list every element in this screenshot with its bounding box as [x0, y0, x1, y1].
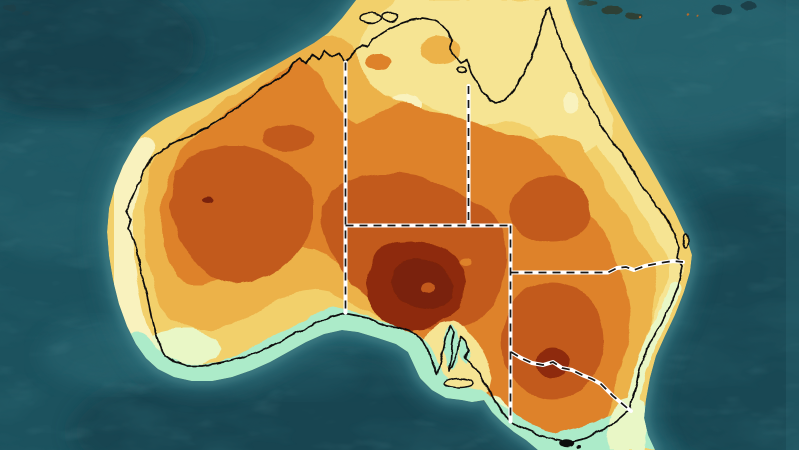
border-dash-qld-nsw: [510, 260, 684, 274]
far-island: [3, 5, 17, 11]
border-dashes: [344, 62, 684, 422]
torres-strait-island: [601, 6, 623, 14]
burnt-patch-in-maroon: [421, 283, 435, 293]
far-island: [712, 5, 732, 15]
dark-maroon-dot-wa: [202, 197, 214, 203]
pale-green-gippsland: [606, 396, 646, 450]
torres-strait-island: [625, 12, 643, 20]
temperature-raster: [107, 0, 692, 450]
gulf-island: [457, 66, 467, 74]
band-cream-west-coast: [107, 137, 165, 379]
band-burnt-west-qld: [511, 176, 591, 242]
amber-patch-arnhem: [420, 36, 460, 64]
cool-patch-cape-york: [563, 92, 579, 114]
orange-spot-darwin: [365, 54, 391, 70]
island-speck: [638, 15, 642, 19]
far-island: [22, 12, 30, 16]
fraser-island: [682, 233, 690, 249]
distant-islands: [3, 0, 756, 20]
border-dash-nsw-vic: [510, 351, 632, 412]
island-speck: [686, 12, 690, 16]
tiwi-island-east: [381, 11, 399, 23]
band-burnt-nsw: [502, 282, 604, 400]
band-burnt-wa-interior: [171, 146, 314, 284]
islands-layer: [360, 11, 690, 449]
tiwi-island-west: [360, 12, 382, 24]
vic-islet: [577, 445, 581, 449]
island-speck: [696, 15, 698, 17]
band-burnt-kimberley: [262, 125, 314, 151]
band-pale-yellow-north: [352, 0, 682, 410]
band-pale-green-southwest: [150, 329, 220, 365]
state-borders: [343, 60, 685, 424]
torres-strait-island: [578, 0, 598, 6]
wilsons-promontory: [559, 438, 575, 448]
far-island: [740, 2, 756, 10]
kangaroo-island: [444, 377, 474, 389]
orange-patch-sa: [460, 258, 472, 266]
band-dark-maroon-core: [390, 259, 455, 309]
